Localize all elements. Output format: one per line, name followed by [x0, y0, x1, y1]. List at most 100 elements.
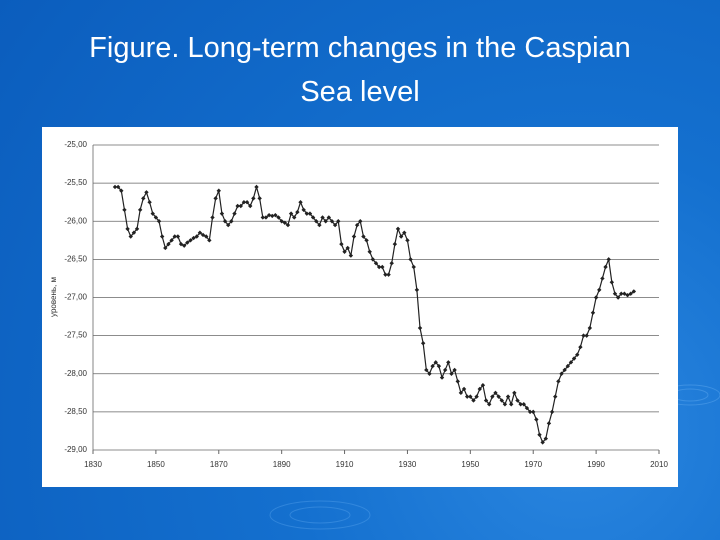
data-point — [266, 212, 272, 218]
data-point — [562, 367, 567, 373]
x-tick-label: 1910 — [336, 460, 354, 469]
data-point — [487, 402, 492, 407]
data-point — [452, 367, 457, 373]
data-point — [439, 375, 445, 380]
data-point — [553, 394, 558, 399]
data-point — [163, 245, 168, 251]
data-point — [147, 199, 152, 205]
y-axis-label: уровень, м — [49, 277, 58, 317]
data-point — [546, 421, 552, 426]
data-point — [600, 276, 605, 281]
data-point — [408, 257, 413, 262]
data-point — [260, 215, 265, 220]
data-point — [587, 325, 593, 331]
y-tick-label: -29,00 — [64, 445, 87, 454]
data-point — [571, 356, 577, 361]
data-point — [200, 232, 206, 238]
data-point — [568, 360, 574, 365]
data-point — [219, 211, 225, 216]
x-tick-label: 1950 — [461, 460, 479, 469]
data-point — [597, 287, 602, 293]
data-point — [254, 184, 259, 190]
data-point — [458, 390, 464, 396]
data-point — [468, 394, 473, 399]
data-point — [395, 226, 401, 232]
data-point — [232, 211, 237, 216]
data-point — [292, 215, 297, 220]
data-point — [502, 402, 508, 407]
data-point — [251, 196, 256, 201]
data-point — [480, 382, 486, 388]
data-point — [257, 196, 262, 201]
data-line — [115, 184, 635, 444]
data-point — [351, 234, 357, 239]
data-point — [590, 310, 596, 315]
data-point — [279, 219, 284, 224]
data-point — [159, 234, 165, 239]
data-point — [191, 235, 196, 241]
y-tick-label: -25,50 — [64, 178, 87, 187]
data-point — [389, 260, 394, 266]
data-point — [386, 272, 391, 277]
data-point — [534, 417, 539, 422]
data-point — [169, 238, 174, 243]
data-point — [499, 398, 504, 403]
data-point — [122, 207, 127, 213]
data-point — [509, 402, 514, 407]
data-point — [141, 196, 146, 201]
data-point — [474, 394, 479, 399]
data-point — [436, 363, 442, 369]
data-point — [373, 260, 379, 266]
data-point — [471, 398, 476, 403]
y-tick-label: -28,00 — [64, 369, 87, 378]
data-point — [298, 199, 303, 205]
x-tick-label: 1930 — [399, 460, 417, 469]
data-point — [270, 213, 275, 219]
data-point — [137, 207, 143, 213]
data-point — [411, 264, 416, 270]
data-point — [455, 379, 460, 384]
data-point — [515, 398, 520, 403]
data-point — [392, 241, 398, 247]
data-point — [449, 371, 454, 376]
data-point — [625, 293, 630, 298]
y-tick-label: -26,50 — [64, 254, 87, 263]
data-point — [210, 215, 215, 220]
data-point — [575, 352, 580, 357]
data-point — [263, 215, 269, 220]
data-point — [204, 234, 209, 239]
data-point — [216, 188, 221, 193]
data-point — [524, 405, 530, 411]
data-point — [496, 394, 501, 399]
data-point — [244, 199, 250, 205]
data-point — [461, 386, 467, 392]
y-tick-label: -27,00 — [64, 293, 87, 302]
x-tick-label: 1990 — [587, 460, 605, 469]
data-point — [383, 272, 388, 277]
data-point — [565, 363, 571, 369]
data-point — [172, 234, 177, 239]
data-point — [417, 325, 423, 331]
data-point — [578, 344, 583, 350]
data-point — [414, 287, 420, 293]
data-point — [178, 241, 184, 247]
data-point — [241, 199, 247, 205]
data-point — [153, 215, 159, 220]
data-point — [581, 333, 586, 338]
y-tick-label: -26,00 — [64, 216, 87, 225]
data-point — [628, 291, 633, 296]
data-point — [622, 291, 627, 296]
data-point — [549, 409, 555, 415]
data-point — [446, 360, 451, 365]
data-point — [527, 409, 533, 415]
y-tick-label: -25,00 — [64, 140, 87, 149]
data-point — [619, 291, 624, 296]
data-point — [194, 234, 199, 239]
data-point — [125, 226, 130, 232]
data-point — [477, 386, 482, 392]
data-point — [376, 264, 382, 270]
data-point — [430, 363, 435, 369]
data-point — [285, 222, 291, 228]
data-point — [559, 371, 564, 376]
